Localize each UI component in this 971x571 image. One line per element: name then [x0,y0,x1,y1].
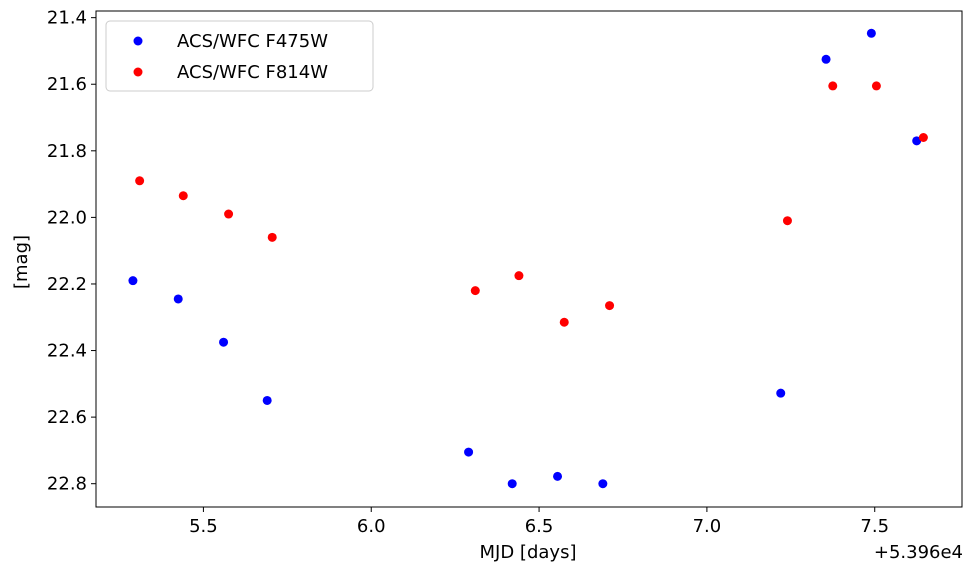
y-tick-label: 22.6 [47,407,87,428]
legend-marker-1 [133,67,143,77]
y-axis-ticks: 21.4 21.6 21.8 22.0 22.2 22.4 22.6 22.8 [47,8,96,495]
y-tick-label: 21.4 [47,8,87,29]
x-tick-label: 6.0 [357,516,386,537]
data-points [128,28,928,489]
plot-area [95,10,963,508]
data-point-series-1-3 [267,232,277,242]
data-point-series-1-2 [224,209,234,219]
y-axis-label: [mag] [11,235,32,289]
y-tick-label: 21.8 [47,141,87,162]
data-point-series-0-8 [776,388,786,398]
data-point-series-0-0 [128,276,138,286]
data-point-series-1-4 [470,286,480,296]
x-tick-label: 7.0 [693,516,722,537]
data-point-series-0-7 [598,479,608,489]
data-point-series-1-5 [514,271,524,281]
data-point-series-0-1 [173,294,183,304]
legend: ACS/WFC F475W ACS/WFC F814W [105,20,374,92]
x-axis-label: MJD [days] [480,542,577,563]
data-point-series-1-6 [559,317,569,327]
data-point-series-0-9 [821,54,831,64]
data-point-series-0-2 [219,337,229,347]
data-point-series-1-8 [782,216,792,226]
x-tick-label: 5.5 [189,516,218,537]
data-point-series-0-5 [507,479,517,489]
legend-marker-0 [133,36,143,46]
x-tick-label: 7.5 [860,516,889,537]
data-point-series-1-10 [871,81,881,91]
data-point-series-1-9 [828,81,838,91]
data-point-series-0-11 [912,136,922,146]
data-point-series-0-4 [464,447,474,457]
data-point-series-1-1 [178,191,188,201]
x-offset-label: +5.396e4 [874,542,963,563]
y-tick-label: 22.8 [47,474,87,495]
legend-label-1: ACS/WFC F814W [177,62,328,83]
x-tick-label: 6.5 [525,516,554,537]
x-axis-ticks: 5.5 6.0 6.5 7.0 7.5 [189,507,889,537]
y-tick-label: 22.4 [47,341,87,362]
y-tick-label: 21.6 [47,74,87,95]
legend-box [105,20,374,92]
y-tick-label: 22.2 [47,274,87,295]
y-tick-label: 22.0 [47,207,87,228]
plot-frame [95,10,963,508]
data-point-series-1-0 [135,176,145,186]
data-point-series-0-6 [553,471,563,481]
data-point-series-0-3 [262,395,272,405]
data-point-series-0-10 [866,28,876,38]
data-point-series-1-7 [605,301,615,311]
legend-label-0: ACS/WFC F475W [177,31,328,52]
data-point-series-1-11 [918,132,928,142]
